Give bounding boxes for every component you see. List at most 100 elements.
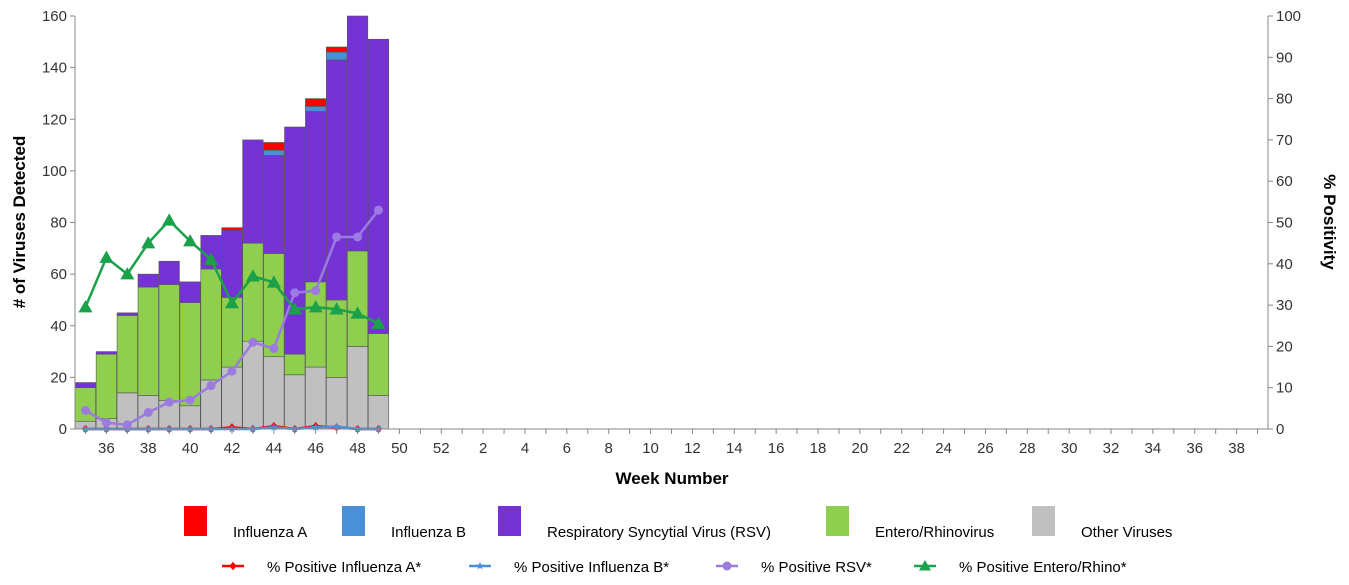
bar-segment-entero-rhinovirus [74,387,97,422]
y-right-tick-label: 0 [1276,421,1284,438]
x-tick-label: 36 [1186,440,1203,457]
point-positive-influenza-b [269,423,278,431]
legend-label-positive-entero-rhino: % Positive Entero/Rhino* [959,559,1127,576]
point-positive-entero-rhino [204,252,219,265]
point-positive-rsv [353,232,363,242]
bar-segment-entero-rhinovirus [367,333,390,396]
point-positive-entero-rhino [287,302,302,315]
y-right-tick-label: 40 [1276,256,1293,273]
bar-segment-respiratory-syncytial-virus-rsv [346,15,369,252]
point-positive-rsv [164,397,174,407]
legend-swatch-respiratory-syncytial-virus-rsv [498,506,521,536]
bar-segment-other-viruses [346,346,369,430]
y-left-tick-label: 20 [50,369,67,386]
x-tick-label: 42 [224,440,241,457]
bar-segment-entero-rhinovirus [179,302,201,407]
point-positive-entero-rhino [224,296,239,309]
bar-segment-other-viruses [284,374,306,430]
bar-segment-other-viruses [263,356,285,430]
y-left-tick-label: 140 [42,60,67,77]
point-positive-rsv [332,232,342,242]
point-positive-entero-rhino [371,316,386,329]
point-positive-entero-rhino [266,275,281,288]
bar-segment-influenza-b [263,149,285,156]
legend-swatch-entero-rhinovirus [826,506,849,536]
y-right-tick-label: 60 [1276,173,1293,190]
bar-segment-entero-rhinovirus [158,284,180,401]
point-positive-entero-rhino [162,213,177,226]
y-right-tick-label: 30 [1276,297,1293,314]
point-positive-influenza-b [332,422,341,430]
axes-layer: 0 20 40 60 80 100 120 140 160 0 10 20 30 40 50 60 70 80 90… [42,8,1301,457]
y-left-tick-label: 60 [50,266,67,283]
x-tick-label: 50 [391,440,408,457]
bar-segment-other-viruses [242,340,264,430]
y-right-tick-label: 100 [1276,8,1301,25]
legend-label-other-viruses: Other Viruses [1081,524,1172,541]
bar-segment-entero-rhinovirus [200,268,222,381]
bars-layer [74,15,390,430]
y-right-tick-label: 10 [1276,380,1293,397]
point-positive-entero-rhino [350,306,365,319]
point-positive-entero-rhino [245,269,260,282]
x-tick-label: 2 [479,440,487,457]
x-axis-title: Week Number [615,469,728,488]
bar-segment-respiratory-syncytial-virus-rsv [137,273,159,288]
legend: Influenza A Influenza B Respiratory Syncyt… [184,506,1172,576]
legend-label-positive-influenza-b: % Positive Influenza B* [514,559,669,576]
bar-segment-respiratory-syncytial-virus-rsv [284,126,306,355]
bar-segment-respiratory-syncytial-virus-rsv [242,139,264,244]
y-left-tick-label: 0 [59,421,67,438]
x-tick-label: 34 [1145,440,1162,457]
y-left-tick-label: 120 [42,111,67,128]
bar-segment-other-viruses [305,366,327,430]
point-positive-entero-rhino [120,267,135,280]
x-tick-label: 10 [642,440,659,457]
bar-segment-other-viruses [367,395,390,430]
point-positive-rsv [80,405,90,415]
y-axis-left-title: # of Viruses Detected [10,136,29,309]
bar-segment-respiratory-syncytial-virus-rsv [95,351,117,355]
legend-label-entero-rhinovirus: Entero/Rhinovirus [875,524,994,541]
point-positive-entero-rhino [78,300,93,313]
x-tick-label: 52 [433,440,450,457]
legend-label-positive-influenza-a: % Positive Influenza A* [267,559,421,576]
bar-segment-respiratory-syncytial-virus-rsv [305,111,327,283]
point-positive-rsv [311,286,321,296]
y-right-tick-label: 90 [1276,49,1293,66]
bar-segment-respiratory-syncytial-virus-rsv [74,382,97,389]
y-left-tick-label: 100 [42,163,67,180]
legend-label-influenza-b: Influenza B [391,524,466,541]
point-positive-rsv [101,418,111,428]
point-positive-rsv [185,395,195,405]
point-positive-rsv [227,366,237,376]
legend-marker-positive-entero-rhino [919,560,931,571]
point-positive-entero-rhino [99,250,114,263]
y-axis-right-title: % Positivity [1320,174,1339,270]
point-positive-rsv [143,407,153,417]
x-tick-label: 26 [977,440,994,457]
y-right-tick-label: 70 [1276,132,1293,149]
bar-segment-respiratory-syncytial-virus-rsv [263,155,285,254]
x-tick-label: 46 [307,440,324,457]
x-tick-label: 24 [935,440,952,457]
bar-segment-respiratory-syncytial-virus-rsv [158,260,180,285]
x-tick-label: 38 [1228,440,1245,457]
y-right-tick-label: 50 [1276,215,1293,232]
x-tick-label: 6 [563,440,571,457]
y-left-tick-label: 160 [42,8,67,25]
legend-swatch-influenza-b [342,506,365,536]
x-tick-label: 16 [768,440,785,457]
point-positive-rsv [206,381,216,391]
y-right-tick-label: 20 [1276,338,1293,355]
point-positive-entero-rhino [141,236,156,249]
bar-segment-respiratory-syncytial-virus-rsv [179,281,201,303]
bar-segment-respiratory-syncytial-virus-rsv [116,312,138,316]
x-tick-label: 22 [893,440,910,457]
x-tick-label: 30 [1061,440,1078,457]
x-tick-label: 36 [98,440,115,457]
point-positive-rsv [248,337,258,347]
y-left-tick-label: 80 [50,215,67,232]
x-tick-label: 18 [810,440,827,457]
point-positive-influenza-b [311,423,320,431]
